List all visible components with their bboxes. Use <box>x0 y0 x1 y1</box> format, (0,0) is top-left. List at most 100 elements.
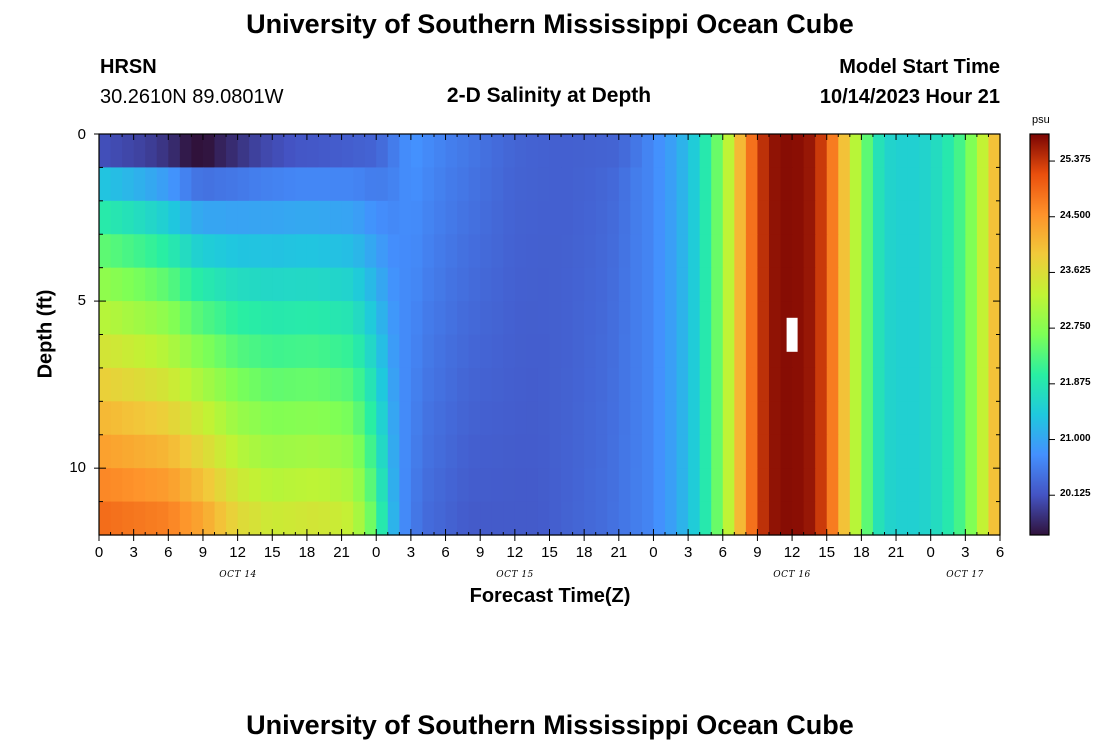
heatmap-cell <box>884 301 897 336</box>
heatmap-cell <box>549 367 562 402</box>
heatmap-cell <box>815 367 828 402</box>
heatmap-cell <box>965 267 978 302</box>
heatmap-cell <box>99 501 112 536</box>
heatmap-cell <box>849 200 862 235</box>
heatmap-cell <box>480 267 493 302</box>
heatmap-cell <box>919 334 932 369</box>
heatmap-cell <box>480 301 493 336</box>
heatmap-cell <box>838 334 851 369</box>
heatmap-cell <box>156 367 169 402</box>
heatmap-cell <box>330 234 343 269</box>
heatmap-cell <box>445 468 458 503</box>
heatmap-cell <box>838 434 851 469</box>
heatmap-cell <box>503 334 516 369</box>
heatmap-cell <box>514 267 527 302</box>
heatmap-cell <box>907 167 920 202</box>
heatmap-cell <box>745 234 759 269</box>
heatmap-cell <box>433 434 447 469</box>
heatmap-cell <box>942 468 955 503</box>
heatmap-cell <box>480 468 493 503</box>
heatmap-cell <box>676 267 689 302</box>
heatmap-cell <box>942 334 955 369</box>
plot-title: 2-D Salinity at Depth <box>446 84 652 107</box>
heatmap-cell <box>549 134 562 169</box>
heatmap-cell <box>145 334 158 369</box>
date-label-oct16: OCT 16 <box>773 570 811 580</box>
heatmap-cell <box>514 200 527 235</box>
heatmap-cell <box>306 234 320 269</box>
heatmap-cell <box>226 134 239 169</box>
heatmap-cell <box>191 167 204 202</box>
heatmap-cell <box>549 401 562 436</box>
heatmap-cell <box>907 134 920 169</box>
heatmap-cell <box>561 267 574 302</box>
heatmap-cell <box>722 200 735 235</box>
heatmap-cell <box>584 234 597 269</box>
heatmap-cell <box>549 200 562 235</box>
heatmap-cell <box>249 501 262 536</box>
heatmap-cell <box>549 434 562 469</box>
heatmap-cell <box>295 434 308 469</box>
heatmap-cell <box>872 301 886 336</box>
heatmap-cell <box>306 434 320 469</box>
heatmap-cell <box>295 468 308 503</box>
heatmap-cell <box>618 267 631 302</box>
heatmap-cell <box>191 367 204 402</box>
heatmap-cell <box>896 434 909 469</box>
heatmap-cell <box>561 401 574 436</box>
heatmap-cell <box>641 134 655 169</box>
heatmap-cell <box>872 234 886 269</box>
heatmap-cell <box>826 267 839 302</box>
heatmap-cell <box>353 134 366 169</box>
heatmap-cell <box>480 434 493 469</box>
heatmap-cell <box>618 134 631 169</box>
heatmap-cell <box>422 501 435 536</box>
heatmap-cell <box>145 200 158 235</box>
x-tick-label: 21 <box>610 544 628 561</box>
heatmap-cell <box>422 200 435 235</box>
heatmap-cell <box>618 468 631 503</box>
heatmap-cell <box>237 468 250 503</box>
heatmap-cell <box>953 334 966 369</box>
heatmap-cell <box>896 134 909 169</box>
heatmap-cell <box>110 501 123 536</box>
heatmap-cell <box>734 301 747 336</box>
heatmap-cell <box>306 200 320 235</box>
heatmap-cell <box>179 267 193 302</box>
heatmap-cell <box>168 501 181 536</box>
heatmap-cell <box>965 234 978 269</box>
heatmap-cell <box>676 200 689 235</box>
heatmap-cell <box>202 434 216 469</box>
date-label-oct15: OCT 15 <box>496 570 534 580</box>
heatmap-cell <box>457 334 470 369</box>
heatmap-cell <box>376 434 389 469</box>
heatmap-cell <box>722 401 735 436</box>
heatmap-cell <box>768 267 782 302</box>
heatmap-cell <box>526 401 539 436</box>
model-start-value: 10/14/2023 Hour 21 <box>819 86 1000 108</box>
heatmap-cell <box>202 234 216 269</box>
heatmap-cell <box>168 468 181 503</box>
heatmap-cell <box>884 134 897 169</box>
heatmap-cell <box>318 200 331 235</box>
heatmap-cell <box>295 167 308 202</box>
y-axis-label: Depth (ft) <box>34 289 57 379</box>
heatmap-cell <box>792 167 805 202</box>
heatmap-cell <box>491 267 504 302</box>
heatmap-cell <box>561 234 574 269</box>
heatmap-cell <box>930 367 943 402</box>
heatmap-cell <box>826 501 839 536</box>
heatmap-cell <box>283 267 296 302</box>
heatmap-cell <box>387 234 400 269</box>
heatmap-cell <box>179 301 193 336</box>
heatmap-cell <box>953 401 966 436</box>
heatmap-cell <box>572 267 585 302</box>
heatmap-cell <box>896 468 909 503</box>
heatmap-cell <box>930 468 943 503</box>
heatmap-cell <box>665 134 678 169</box>
heatmap-cell <box>491 501 504 536</box>
heatmap-cell <box>260 501 273 536</box>
heatmap-cell <box>330 334 343 369</box>
heatmap-cell <box>99 401 112 436</box>
heatmap-cell <box>526 434 539 469</box>
